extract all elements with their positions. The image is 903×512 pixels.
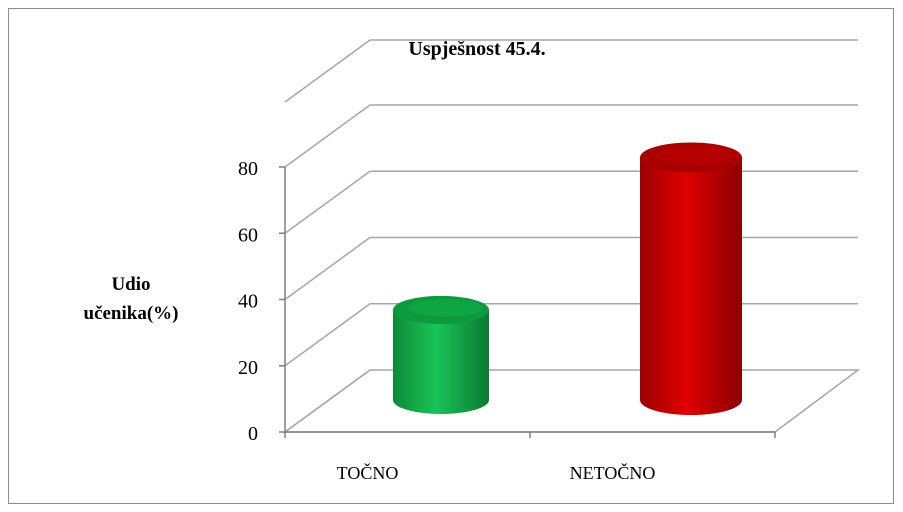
chart-frame <box>8 8 894 504</box>
bar-netočno <box>640 142 742 415</box>
x-tick-label-0: TOČNO <box>337 462 399 483</box>
axes <box>279 166 776 438</box>
chart-title: Uspješnost 45.4. <box>408 38 545 60</box>
y-axis-label-line2: učenika(%) <box>84 303 179 324</box>
side-gridline-20 <box>284 303 371 367</box>
x-tick-labels: TOČNO NETOČNO <box>337 462 656 483</box>
bar-točno <box>393 295 489 414</box>
x-tick-label-1: NETOČNO <box>570 462 656 483</box>
side-gridline-80 <box>284 104 371 168</box>
y-tick-label-20: 20 <box>238 357 258 379</box>
gridlines <box>284 39 858 433</box>
y-tick-labels: 0 20 40 60 80 <box>238 158 258 445</box>
side-gridline-top <box>284 39 371 103</box>
y-axis-label-line1: Udio <box>111 274 150 295</box>
y-tick-label-60: 60 <box>238 224 258 246</box>
floor <box>282 369 861 433</box>
y-tick-label-0: 0 <box>248 423 258 445</box>
side-gridline-40 <box>284 236 371 301</box>
y-tick-label-40: 40 <box>238 291 258 313</box>
side-gridline-60 <box>284 170 371 234</box>
bars <box>393 142 742 415</box>
bar-top-shine-1 <box>655 146 735 165</box>
y-tick-label-80: 80 <box>238 158 258 180</box>
plot-walls <box>282 369 861 433</box>
side-gridline-0 <box>284 369 371 433</box>
bar-top-shine-0 <box>407 299 483 317</box>
bar-body-1 <box>640 157 742 415</box>
bar-body-0 <box>393 309 489 414</box>
